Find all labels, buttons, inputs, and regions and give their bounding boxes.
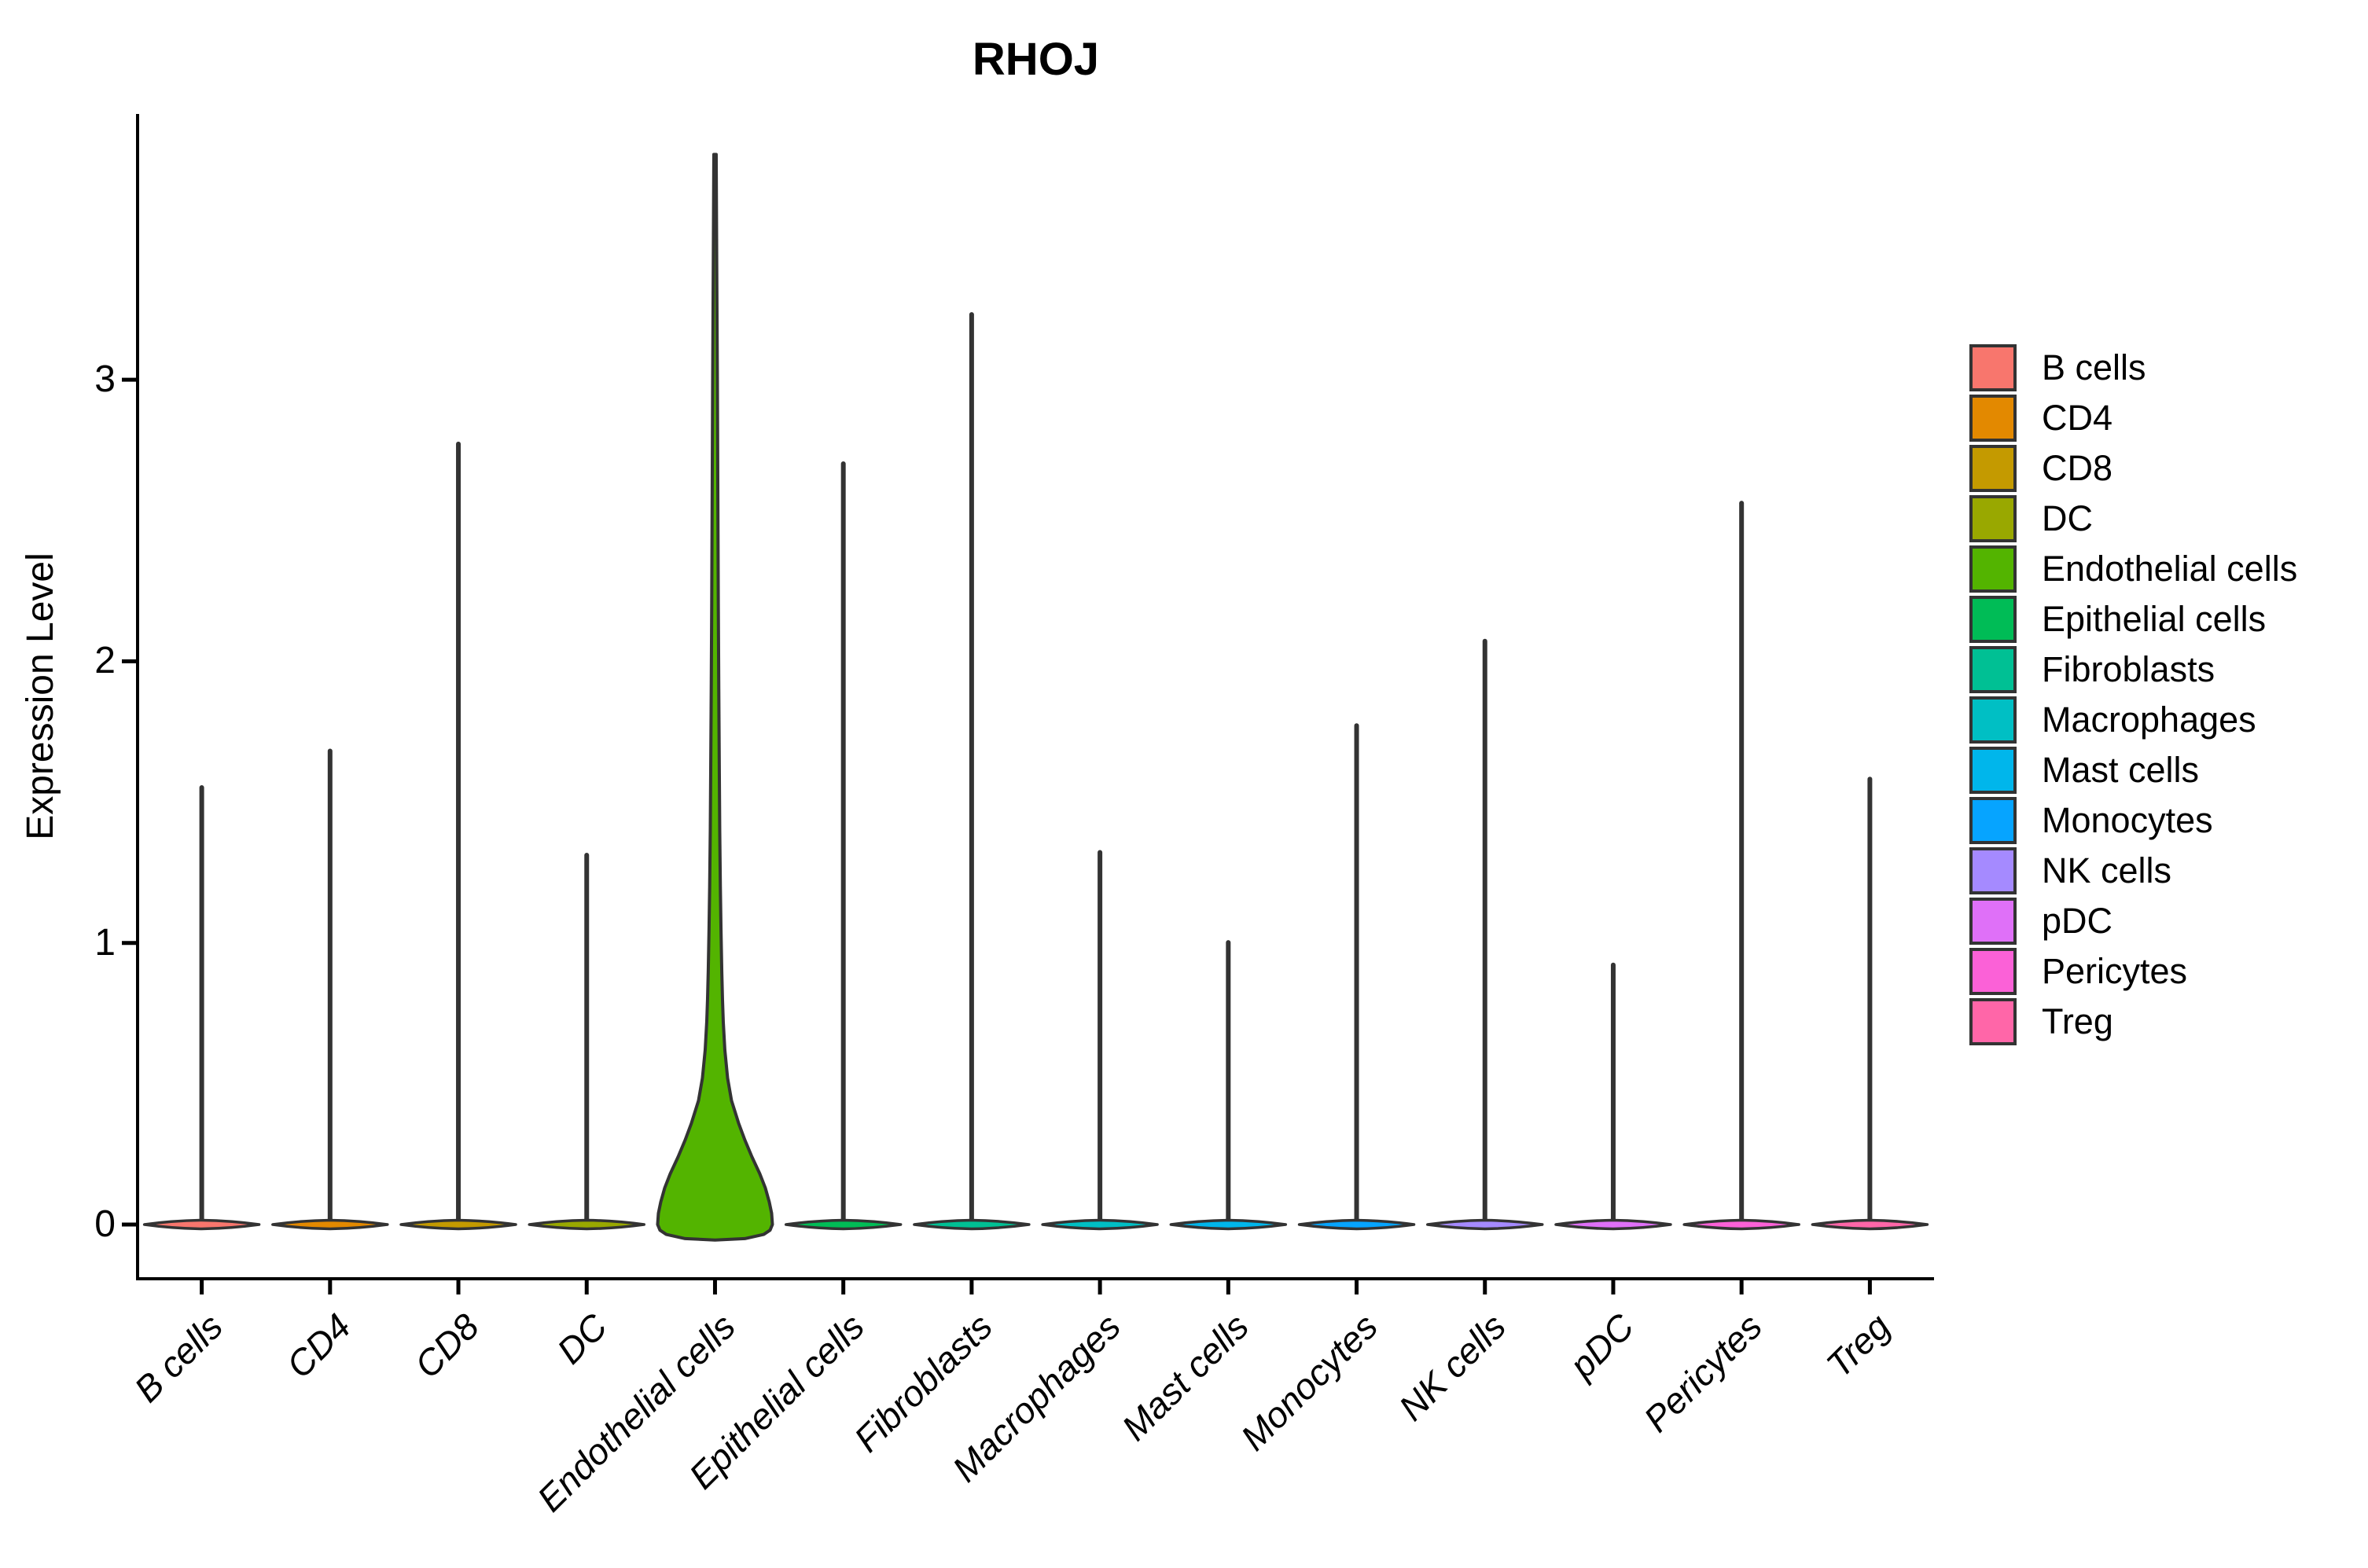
- legend-label: Endothelial cells: [2042, 549, 2298, 589]
- legend-item-monocytes: Monocytes: [1969, 797, 2297, 844]
- legend-swatch-mast-cells: [1969, 747, 2017, 794]
- legend-item-epithelial-cells: Epithelial cells: [1969, 596, 2297, 643]
- legend-item-fibroblasts: Fibroblasts: [1969, 646, 2297, 693]
- violin-base-epithelial-cells: [784, 1218, 903, 1231]
- legend-item-dc: DC: [1969, 495, 2297, 542]
- violin-base-pdc: [1554, 1218, 1672, 1231]
- legend-item-nk-cells: NK cells: [1969, 847, 2297, 894]
- violin-base-cd8: [399, 1218, 517, 1231]
- legend-label: Epithelial cells: [2042, 599, 2267, 639]
- legend: B cells CD4 CD8 DC Endothelial cells Epitheli…: [1969, 344, 2297, 1048]
- legend-label: Treg: [2042, 1001, 2113, 1041]
- legend-item-pdc: pDC: [1969, 898, 2297, 945]
- legend-item-cd8: CD8: [1969, 445, 2297, 492]
- legend-label: DC: [2042, 498, 2093, 538]
- y-tick-label: 0: [94, 1203, 116, 1245]
- violin-base-b-cells: [142, 1218, 261, 1231]
- violin-base-monocytes: [1297, 1218, 1416, 1231]
- violin-base-fibroblasts: [913, 1218, 1031, 1231]
- legend-swatch-b-cells: [1969, 344, 2017, 391]
- legend-swatch-monocytes: [1969, 797, 2017, 844]
- legend-label: Macrophages: [2042, 700, 2256, 740]
- legend-item-endothelial-cells: Endothelial cells: [1969, 545, 2297, 593]
- legend-label: Mast cells: [2042, 750, 2200, 790]
- violin-base-nk-cells: [1426, 1218, 1544, 1231]
- legend-item-macrophages: Macrophages: [1969, 696, 2297, 744]
- legend-label: Fibroblasts: [2042, 649, 2215, 689]
- legend-item-cd4: CD4: [1969, 395, 2297, 442]
- legend-label: pDC: [2042, 901, 2113, 941]
- legend-swatch-dc: [1969, 495, 2017, 542]
- legend-swatch-fibroblasts: [1969, 646, 2017, 693]
- legend-swatch-pdc: [1969, 898, 2017, 945]
- violin-base-pericytes: [1682, 1218, 1800, 1231]
- legend-label: B cells: [2042, 347, 2146, 387]
- legend-item-pericytes: Pericytes: [1969, 948, 2297, 995]
- legend-swatch-treg: [1969, 998, 2017, 1045]
- legend-swatch-pericytes: [1969, 948, 2017, 995]
- legend-label: Pericytes: [2042, 951, 2188, 991]
- y-tick-label: 1: [94, 921, 116, 964]
- legend-label: NK cells: [2042, 850, 2172, 890]
- y-tick-label: 2: [94, 640, 116, 682]
- legend-swatch-nk-cells: [1969, 847, 2017, 894]
- violin-base-dc: [528, 1218, 645, 1231]
- legend-item-mast-cells: Mast cells: [1969, 747, 2297, 794]
- legend-swatch-cd8: [1969, 445, 2017, 492]
- legend-label: CD8: [2042, 448, 2113, 488]
- y-tick-label: 3: [94, 358, 116, 401]
- legend-swatch-cd4: [1969, 395, 2017, 442]
- legend-item-b-cells: B cells: [1969, 344, 2297, 391]
- violin-endothelial-cells: [656, 152, 774, 1242]
- legend-label: Monocytes: [2042, 800, 2213, 840]
- violin-base-treg: [1811, 1218, 1929, 1231]
- legend-swatch-epithelial-cells: [1969, 596, 2017, 643]
- legend-swatch-endothelial-cells: [1969, 545, 2017, 593]
- violin-base-cd4: [271, 1218, 389, 1231]
- legend-label: CD4: [2042, 398, 2113, 438]
- legend-item-treg: Treg: [1969, 998, 2297, 1045]
- legend-swatch-macrophages: [1969, 696, 2017, 744]
- violin-base-mast-cells: [1169, 1218, 1288, 1231]
- violin-base-macrophages: [1041, 1218, 1159, 1231]
- chart-title: RHOJ: [972, 34, 1100, 85]
